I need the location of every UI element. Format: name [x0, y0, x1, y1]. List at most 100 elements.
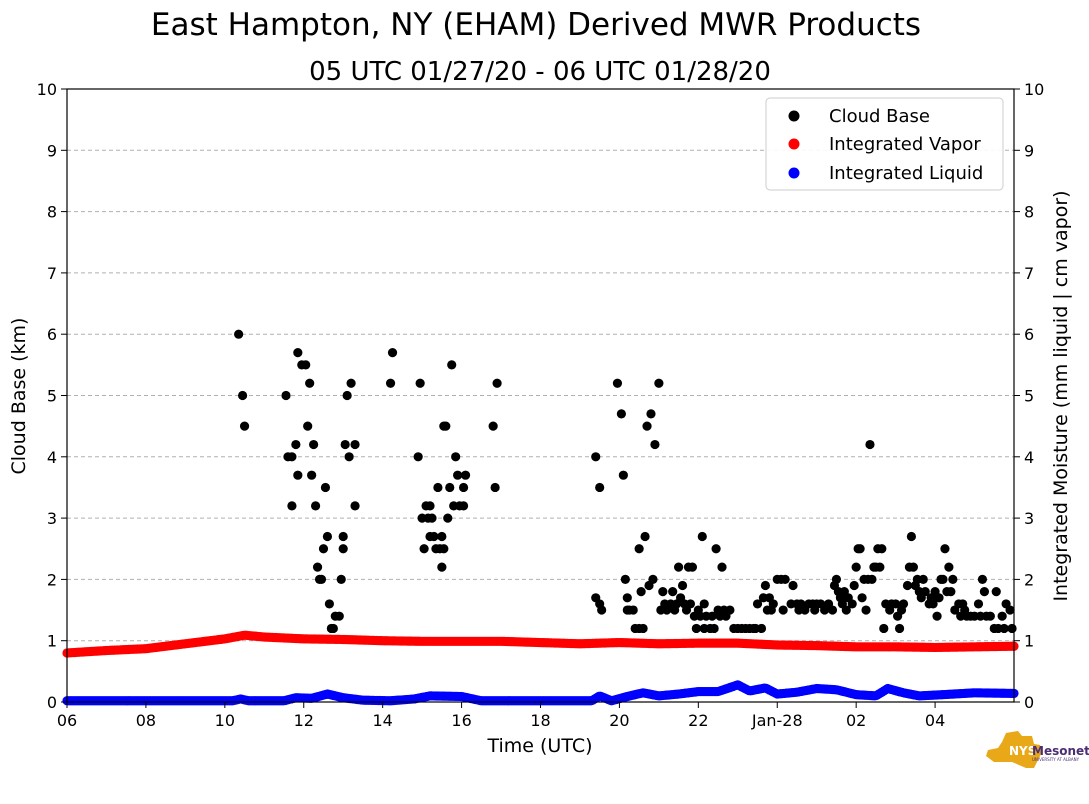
logo-tagline: UNIVERSITY AT ALBANY	[1032, 757, 1080, 762]
cloud-base-point	[618, 470, 628, 480]
cloud-base-point	[867, 574, 877, 585]
cloud-base-point	[1005, 605, 1015, 615]
legend-label-integrated-vapor: Integrated Vapor	[829, 134, 981, 155]
cloud-base-point	[640, 531, 650, 542]
legend-label-integrated-liquid: Integrated Liquid	[829, 163, 983, 184]
cloud-base-point	[338, 544, 348, 554]
cloud-base-point	[760, 580, 771, 591]
cloud-base-point	[780, 574, 790, 585]
cloud-base-point	[281, 390, 291, 401]
cloud-base-point	[778, 605, 788, 615]
y-tick-label-left: 9	[47, 141, 57, 160]
cloud-base-point	[677, 580, 688, 591]
x-axis-label: Time (UTC)	[486, 735, 592, 757]
cloud-base-point	[699, 599, 709, 609]
cloud-base-point	[385, 378, 396, 388]
cloud-base-point	[437, 562, 447, 572]
cloud-base-point	[307, 470, 317, 480]
cloud-base-point	[303, 421, 313, 431]
cloud-base-point	[648, 574, 658, 585]
new-york-state-shape-icon	[986, 731, 1042, 768]
cloud-base-point	[658, 587, 668, 597]
y-tick-label-left: 0	[47, 693, 57, 712]
cloud-base-point	[752, 599, 763, 609]
cloud-base-point	[944, 562, 954, 572]
cloud-base-point	[328, 623, 338, 634]
cloud-base-point	[488, 421, 498, 431]
cloud-base-point	[301, 360, 311, 370]
legend-marker-integrated-liquid	[788, 167, 800, 179]
cloud-base-point	[997, 611, 1007, 621]
cloud-base-point	[237, 390, 248, 401]
cloud-base-point	[638, 623, 648, 634]
cloud-base-point	[849, 580, 859, 591]
x-tick-label: 08	[136, 711, 156, 730]
cloud-base-point	[851, 562, 861, 572]
cloud-base-point	[234, 329, 244, 339]
legend-marker-cloud-base	[788, 110, 800, 122]
cloud-base-point	[940, 544, 950, 554]
cloud-base-point	[709, 623, 719, 634]
cloud-base-point	[387, 347, 398, 358]
cloud-base-point	[312, 562, 323, 572]
cloud-base-point	[847, 599, 857, 609]
x-tick-label: 16	[451, 711, 471, 730]
series-cloud-base	[234, 329, 1017, 634]
x-tick-label: 10	[215, 711, 235, 730]
logo-prefix: NYS	[1009, 744, 1036, 758]
y-tick-label-left: 4	[47, 448, 57, 467]
cloud-base-point	[310, 501, 321, 511]
cloud-base-point	[973, 599, 984, 609]
cloud-base-point	[460, 470, 471, 480]
cloud-base-point	[334, 611, 344, 621]
cloud-base-point	[305, 378, 315, 388]
cloud-base-point	[318, 544, 329, 554]
y-tick-label-right: 0	[1024, 693, 1034, 712]
cloud-base-point	[425, 501, 435, 511]
cloud-base-point	[877, 544, 887, 554]
cloud-base-point	[932, 611, 942, 621]
cloud-base-point	[717, 562, 727, 572]
cloud-base-point	[725, 605, 735, 615]
cloud-base-point	[287, 452, 297, 462]
cloud-base-point	[788, 580, 798, 591]
cloud-base-point	[458, 482, 469, 493]
chart-title: East Hampton, NY (EHAM) Derived MWR Prod…	[151, 7, 921, 43]
cloud-base-point	[346, 378, 356, 388]
cloud-base-point	[239, 421, 250, 431]
y-tick-label-right: 10	[1024, 80, 1044, 99]
cloud-base-point	[898, 599, 909, 609]
y-axis-label-right: Integrated Moisture (mm liquid | cm vapo…	[1050, 190, 1072, 601]
cloud-base-point	[879, 623, 889, 634]
cloud-base-point	[674, 562, 684, 572]
cloud-base-point	[891, 599, 901, 609]
y-tick-label-left: 5	[47, 387, 57, 406]
cloud-base-point	[875, 562, 885, 572]
cloud-base-point	[841, 605, 851, 615]
y-tick-label-right: 3	[1024, 509, 1034, 528]
cloud-base-point	[597, 605, 607, 615]
cloud-base-point	[1007, 623, 1017, 634]
cloud-base-point	[437, 531, 447, 542]
cloud-base-point	[620, 574, 630, 585]
cloud-base-point	[985, 611, 995, 621]
y-tick-label-left: 3	[47, 509, 57, 528]
y-tick-label-left: 2	[47, 570, 57, 589]
cloud-base-point	[344, 452, 354, 462]
x-tick-label: 06	[57, 711, 77, 730]
y-tick-label-right: 5	[1024, 387, 1034, 406]
cloud-base-point	[861, 605, 871, 615]
cloud-base-point	[451, 452, 461, 462]
cloud-base-point	[668, 587, 678, 597]
y-tick-label-right: 4	[1024, 448, 1034, 467]
cloud-base-point	[928, 599, 938, 609]
y-tick-label-right: 6	[1024, 325, 1034, 344]
cloud-base-point	[338, 531, 348, 542]
y-tick-label-right: 9	[1024, 141, 1034, 160]
cloud-base-point	[316, 574, 327, 585]
cloud-base-point	[492, 378, 502, 388]
y-tick-label-left: 7	[47, 264, 57, 283]
cloud-base-point	[977, 574, 988, 585]
cloud-base-point	[685, 599, 696, 609]
